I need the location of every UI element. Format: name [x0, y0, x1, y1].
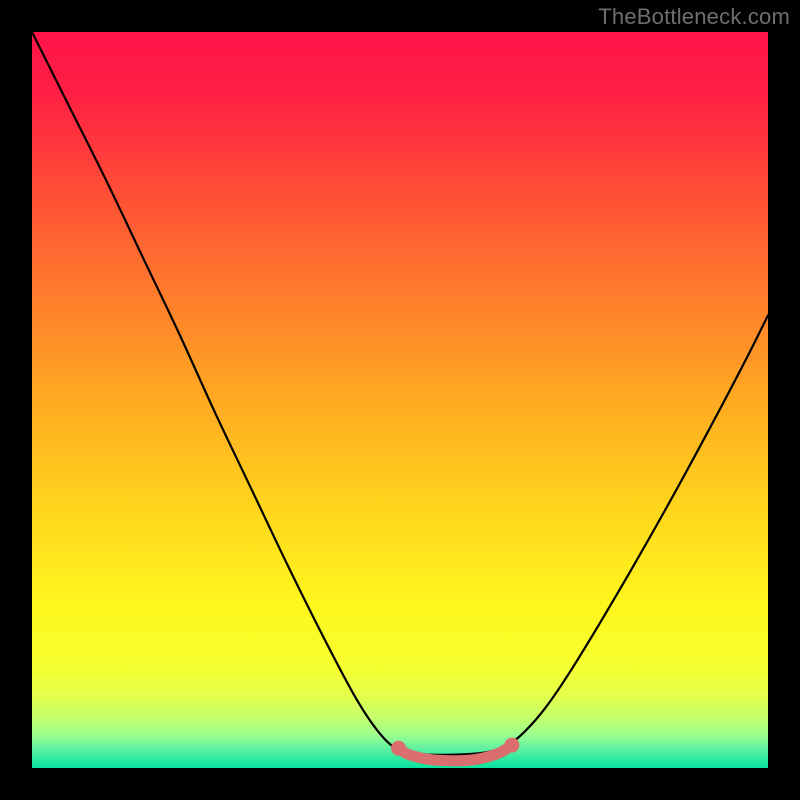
black-curve [32, 32, 768, 755]
plot-area [32, 32, 768, 768]
red-endpoint-right [504, 738, 519, 753]
curve-layer [32, 32, 768, 768]
chart-frame: TheBottleneck.com [0, 0, 800, 800]
red-bottom-segment [399, 745, 512, 761]
watermark-text: TheBottleneck.com [598, 4, 790, 30]
red-endpoint-left [391, 741, 406, 756]
